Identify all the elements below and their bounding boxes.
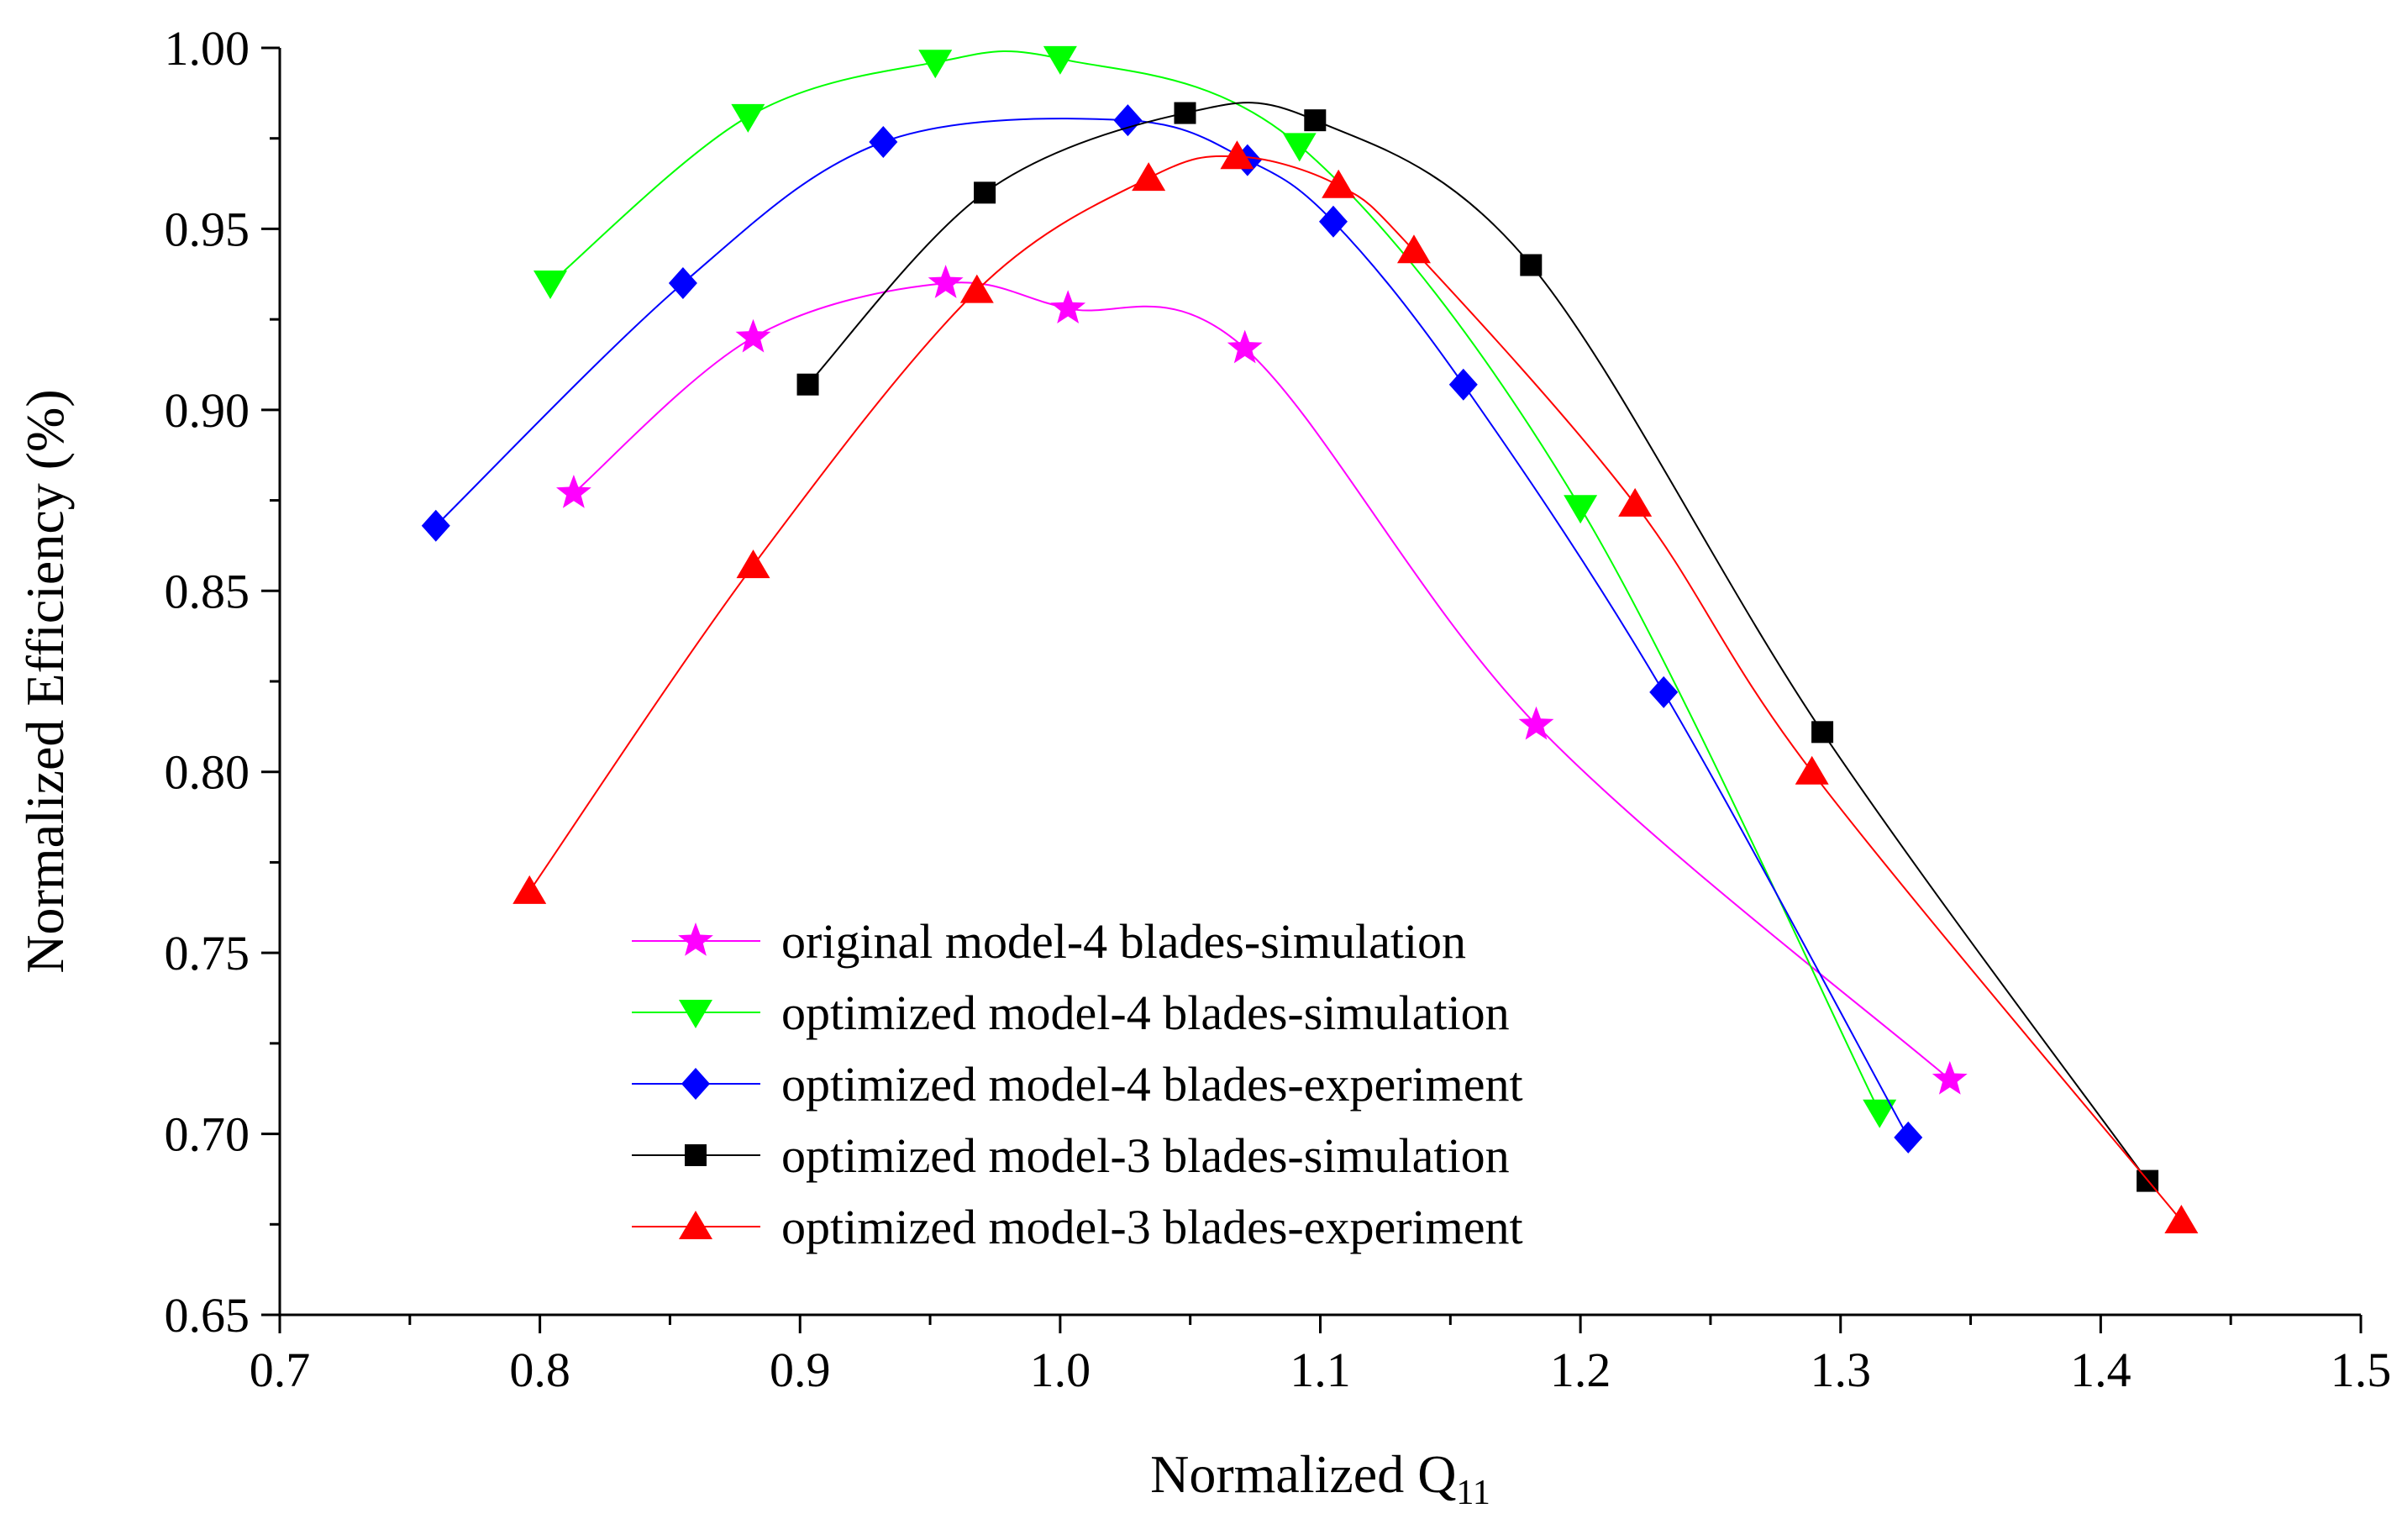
data-point [796,373,819,396]
legend-item: optimized model-3 blades-simulation [632,1128,1510,1183]
data-point [1304,109,1327,132]
data-point [974,181,996,204]
x-tick-label: 0.8 [509,1343,570,1397]
data-point [1564,495,1598,524]
data-point [1132,162,1166,192]
y-tick-label: 0.80 [165,745,250,800]
data-point [1282,133,1317,162]
data-point [1113,104,1143,137]
y-tick-label: 0.95 [165,202,250,256]
data-point [556,475,591,508]
y-tick-label: 0.90 [165,383,250,438]
y-axis-title: Normalized Efficiency (%) [15,389,75,973]
data-point [1322,169,1356,198]
data-point [1174,102,1196,124]
x-tick-label: 1.5 [2331,1343,2392,1397]
legend-item: optimized model-4 blades-simulation [632,985,1510,1040]
y-tick-label: 0.65 [165,1288,250,1343]
y-tick-label: 0.85 [165,564,250,618]
data-point [731,103,765,133]
data-point [1220,140,1254,170]
legend: original model-4 blades-simulation optimi… [632,914,1523,1254]
legend-label: optimized model-3 blades-simulation [781,1128,1510,1183]
data-point [1863,1099,1897,1128]
legend-item: optimized model-4 blades-experiment [632,1057,1523,1112]
data-point [533,271,568,300]
x-axis-title-subscript: 11 [1456,1474,1490,1512]
data-point [1795,755,1829,785]
legend-item: optimized model-3 blades-experiment [632,1200,1523,1254]
axes: 0.7 0.8 0.9 1.0 1.1 1.2 1.3 1.4 1.5 0.65 0.70 0.75 0… [165,21,2392,1397]
data-point [1618,487,1653,517]
data-point [736,549,770,579]
data-point [668,267,697,300]
data-point [1043,45,1077,75]
legend-label: optimized model-3 blades-experiment [781,1200,1523,1254]
legend-item: original model-4 blades-simulation [632,914,1466,969]
data-point [735,318,771,353]
data-point [928,265,964,298]
data-point [1520,254,1543,276]
data-point [918,50,953,79]
x-tick-label: 0.9 [770,1343,831,1397]
x-tick-label: 1.1 [1290,1343,1351,1397]
legend-marker [681,1068,710,1100]
data-point [1318,205,1348,238]
series-layer [421,45,2199,1233]
data-point [1396,234,1431,264]
x-tick-label: 1.4 [2070,1343,2131,1397]
data-point [1448,368,1478,401]
series-1 [556,265,1968,1095]
x-tick-label: 1.2 [1550,1343,1611,1397]
x-axis-title: Normalized Q11 [1150,1444,1490,1512]
x-axis-title-main: Normalized Q [1150,1444,1456,1504]
data-point [1518,706,1554,740]
legend-marker [678,922,713,956]
data-point [512,875,547,904]
data-point [1227,329,1263,364]
series-4 [796,102,2159,1192]
y-tick-label: 0.75 [165,926,250,980]
legend-marker [679,1211,712,1239]
legend-marker [685,1144,707,1166]
x-tick-label: 0.7 [250,1343,311,1397]
data-point [1932,1060,1968,1095]
legend-label: original model-4 blades-simulation [781,914,1466,969]
data-point [421,509,450,542]
y-tick-label: 0.70 [165,1107,250,1162]
x-tick-label: 1.3 [1811,1343,1872,1397]
data-point [869,126,898,159]
legend-label: optimized model-4 blades-experiment [781,1057,1523,1112]
data-point [1894,1121,1923,1154]
data-point [1649,675,1679,708]
data-point [1050,290,1086,323]
legend-label: optimized model-4 blades-simulation [781,985,1510,1040]
data-point [2164,1204,2199,1233]
series-5 [512,140,2199,1233]
y-tick-label: 1.00 [165,21,250,76]
legend-marker [679,1000,712,1028]
x-tick-label: 1.0 [1030,1343,1091,1397]
data-point [1811,721,1834,744]
series-2 [533,45,1897,1128]
data-point [959,274,994,303]
